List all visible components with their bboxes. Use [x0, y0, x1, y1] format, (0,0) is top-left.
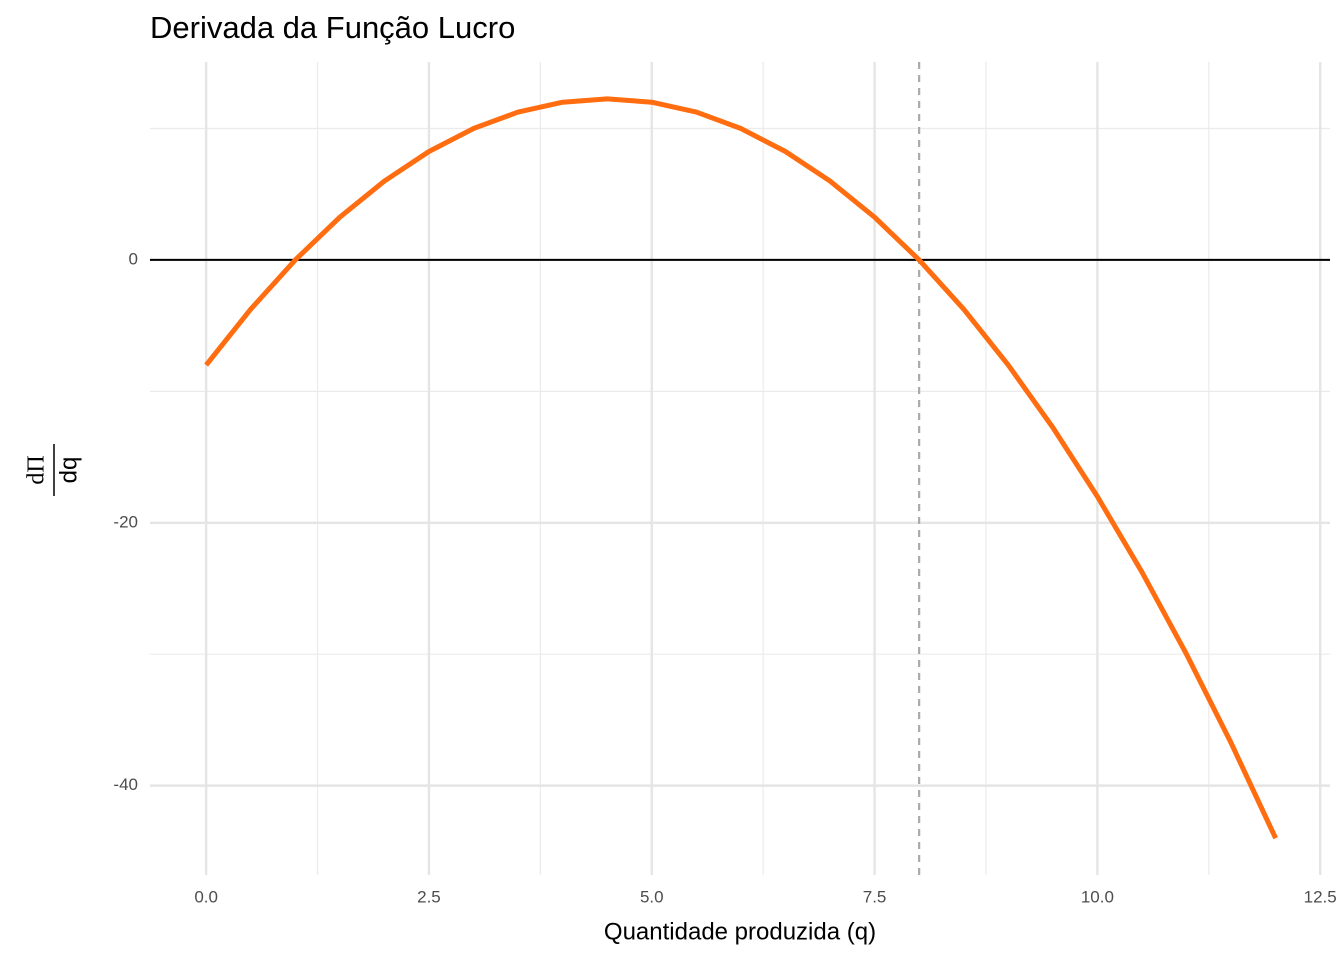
y-axis-label: dΠ dq	[24, 444, 82, 496]
x-tick-label: 5.0	[640, 887, 664, 906]
x-tick-label: 2.5	[417, 887, 441, 906]
x-tick-label: 7.5	[863, 887, 887, 906]
y-tick-label: 0	[129, 249, 138, 268]
data-line	[204, 96, 1278, 840]
chart-title: Derivada da Função Lucro	[150, 10, 515, 45]
x-tick-label: 0.0	[194, 887, 218, 906]
x-axis-label: Quantidade produzida (q)	[604, 918, 876, 945]
y-tick-label: -20	[113, 512, 138, 531]
y-label-denominator: dq	[55, 457, 82, 484]
x-tick-label: 12.5	[1304, 887, 1337, 906]
x-tick-label: 10.0	[1081, 887, 1114, 906]
y-tick-label: -40	[113, 775, 138, 794]
y-label-numerator: dΠ	[24, 455, 50, 484]
